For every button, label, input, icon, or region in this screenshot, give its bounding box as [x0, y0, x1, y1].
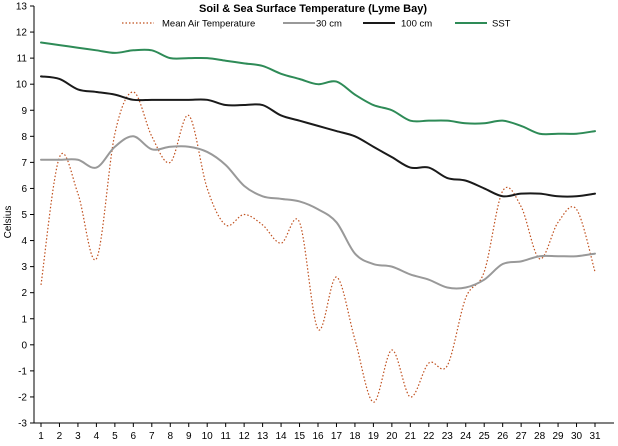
x-tick-label: 20	[386, 431, 398, 442]
x-tick-label: 29	[553, 431, 565, 442]
y-tick-label: -2	[18, 392, 27, 403]
y-tick-label: 2	[21, 288, 27, 299]
x-tick-label: 15	[294, 431, 306, 442]
x-tick-label: 3	[75, 431, 81, 442]
x-tick-label: 25	[479, 431, 491, 442]
series-line-mean-air-temperature	[40, 91, 596, 403]
x-tick-label: 8	[167, 431, 173, 442]
x-tick-label: 7	[149, 431, 155, 442]
x-tick-label: 22	[423, 431, 435, 442]
x-tick-label: 24	[460, 431, 472, 442]
x-tick-label: 6	[131, 431, 137, 442]
y-tick-label: 6	[21, 184, 27, 195]
x-tick-label: 4	[94, 431, 100, 442]
x-tick-label: 16	[312, 431, 324, 442]
legend-label-mean-air-temperature: Mean Air Temperature	[162, 19, 255, 30]
y-tick-label: 0	[21, 340, 27, 351]
y-axis-title: Celsius	[3, 206, 14, 239]
x-tick-label: 5	[112, 431, 118, 442]
y-tick-label: 7	[21, 158, 27, 169]
x-tick-label: 2	[57, 431, 63, 442]
y-tick-label: 4	[21, 236, 27, 247]
series-line-30-cm	[40, 135, 596, 290]
x-tick-label: 17	[331, 431, 343, 442]
x-tick-label: 10	[202, 431, 214, 442]
x-tick-label: 13	[257, 431, 269, 442]
x-tick-label: 18	[349, 431, 361, 442]
x-tick-label: 26	[497, 431, 509, 442]
x-tick-label: 19	[368, 431, 380, 442]
y-tick-label: 12	[16, 28, 28, 39]
x-tick-label: 31	[589, 431, 601, 442]
y-tick-label: -1	[18, 366, 27, 377]
y-tick-label: 8	[21, 132, 27, 143]
chart-title: Soil & Sea Surface Temperature (Lyme Bay…	[199, 3, 427, 15]
x-tick-label: 27	[516, 431, 528, 442]
y-tick-label: 5	[21, 210, 27, 221]
legend: Mean Air Temperature 30 cm 100 cm SST	[122, 19, 511, 30]
y-tick-label: 3	[21, 262, 27, 273]
series-line-100-cm	[40, 75, 596, 198]
x-tick-label: 14	[276, 431, 288, 442]
y-tick-label: 13	[16, 2, 28, 13]
y-tick-label: 1	[21, 314, 27, 325]
y-tick-label: 11	[17, 54, 28, 65]
x-tick-label: 21	[405, 431, 417, 442]
y-tick-label: 10	[16, 80, 28, 91]
legend-label-100-cm: 100 cm	[401, 19, 432, 30]
x-tick-label: 9	[186, 431, 192, 442]
x-tick-label: 28	[534, 431, 546, 442]
x-axis-ticks: 1 2 3 4 5 6 7 8 9 10 11 12 13 14 15 16 17 18 19 20 21 22 23 24 2…	[38, 423, 601, 442]
series-layer	[40, 41, 596, 403]
legend-label-30-cm: 30 cm	[316, 19, 342, 30]
y-tick-label: 9	[21, 106, 27, 117]
legend-label-sst: SST	[492, 19, 511, 30]
x-tick-label: 30	[571, 431, 583, 442]
series-line-sst	[40, 41, 596, 136]
x-tick-label: 12	[239, 431, 251, 442]
y-tick-label: -3	[18, 419, 27, 430]
x-tick-label: 11	[220, 431, 231, 442]
x-tick-label: 23	[442, 431, 454, 442]
x-tick-label: 1	[38, 431, 44, 442]
